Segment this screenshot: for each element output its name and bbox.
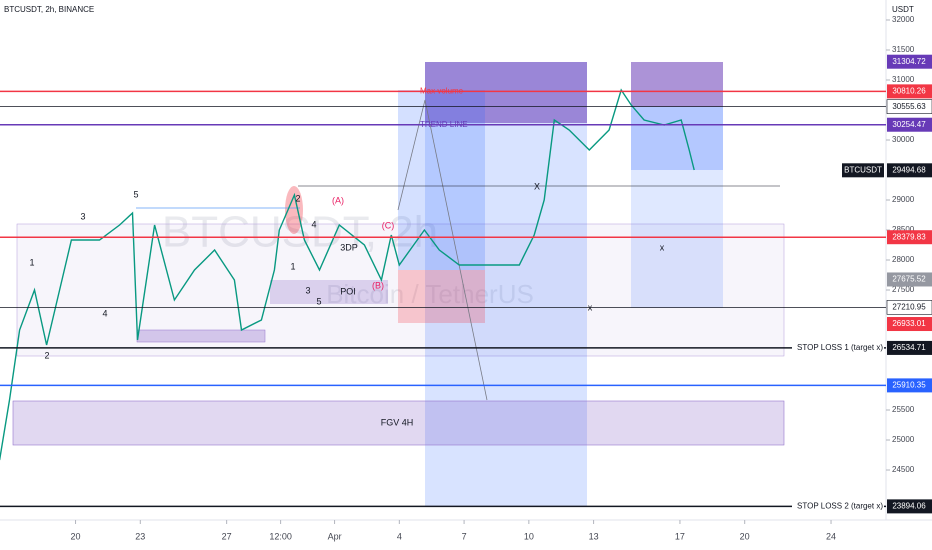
- level-label: TREND LINE: [420, 120, 468, 129]
- level-label: Max volume: [420, 86, 464, 95]
- x-tick-label: 23: [135, 531, 145, 541]
- price-tag: [886, 99, 932, 114]
- projection-arrow: [397, 99, 488, 401]
- x-tick-label: 17: [675, 531, 685, 541]
- annotation: 1: [290, 261, 295, 271]
- price-tag: [887, 340, 932, 355]
- y-tick-label: 25500: [892, 405, 915, 414]
- y-tick-label: 24500: [892, 465, 915, 474]
- y-tick-label: 30000: [892, 135, 915, 144]
- target-box: [631, 62, 723, 107]
- currency-label: USDT: [892, 5, 914, 14]
- symbol-tag-label: BTCUSDT: [844, 165, 882, 174]
- annotation: (A): [332, 195, 344, 205]
- stop-box: [398, 270, 485, 323]
- price-tag: [887, 117, 932, 132]
- annotation: (B): [372, 280, 384, 290]
- annotation: 4: [311, 219, 316, 229]
- price-tag-label: 23894.06: [892, 501, 926, 510]
- price-line: [0, 88, 695, 461]
- highlight: [285, 186, 303, 234]
- price-tag-label: 26534.71: [892, 343, 926, 352]
- annotation: FGV 4H: [381, 417, 414, 427]
- x-tick-label: 20: [740, 531, 750, 541]
- price-tag: [887, 84, 932, 99]
- annotation: 2: [44, 350, 49, 360]
- y-tick-label: 32000: [892, 15, 915, 24]
- annotation: 4: [102, 308, 107, 318]
- price-tag-label: 30254.47: [892, 120, 926, 129]
- annotation: 3DP: [340, 242, 358, 252]
- symbol-tag: [842, 163, 884, 178]
- price-tag: [887, 272, 932, 287]
- annotation: x: [588, 302, 593, 312]
- watermark-subtitle: Bitcoin / TetherUS: [326, 279, 534, 309]
- x-tick-label: 24: [826, 531, 836, 541]
- x-tick-label: 20: [71, 531, 81, 541]
- price-tag-label: 25910.35: [892, 380, 926, 389]
- price-tag-label: 30810.26: [892, 86, 926, 95]
- target-box: [425, 62, 587, 123]
- price-tag-label: 28379.83: [892, 232, 926, 241]
- y-tick-label: 25000: [892, 435, 915, 444]
- projection-box: [425, 62, 587, 506]
- level-label: STOP LOSS 1 (target x): [797, 343, 883, 352]
- x-tick-label: 10: [524, 531, 534, 541]
- projection-box: [631, 107, 723, 170]
- label-bg: [792, 341, 884, 354]
- price-tag: [887, 54, 932, 69]
- y-tick-label: 27500: [892, 285, 915, 294]
- fvg-box: [12, 400, 785, 446]
- annotation: 3: [80, 211, 85, 221]
- price-tag: [886, 300, 932, 315]
- price-tag-label: 31304.72: [892, 57, 926, 66]
- y-tick-label: 29000: [892, 195, 915, 204]
- annotation: x: [660, 242, 665, 252]
- price-tag: [887, 230, 932, 245]
- annotation: POI: [340, 286, 356, 296]
- annotation: 3: [305, 285, 310, 295]
- projection-box: [631, 170, 723, 308]
- price-tag-label: 27675.52: [892, 275, 926, 284]
- zone-box: [270, 280, 388, 304]
- level-label: STOP LOSS 2 (target x): [797, 501, 883, 510]
- x-tick-label: 27: [222, 531, 232, 541]
- annotation: 2: [295, 193, 300, 203]
- x-tick-label: 12:00: [269, 531, 292, 541]
- y-tick-label: 28000: [892, 255, 915, 264]
- price-tag: [887, 499, 932, 514]
- watermark-title: BTCUSDT, 2h: [162, 208, 438, 257]
- price-tag-label: 29494.68: [892, 165, 926, 174]
- x-tick-label: 13: [589, 531, 599, 541]
- x-tick-label: 7: [462, 531, 467, 541]
- x-tick-label: Apr: [328, 531, 342, 541]
- zone-box: [136, 329, 266, 343]
- label-bg: [792, 500, 884, 513]
- annotation: (C): [382, 220, 395, 230]
- price-tag: [887, 378, 932, 393]
- y-tick-label: 31500: [892, 45, 915, 54]
- annotation: 5: [133, 189, 138, 199]
- y-tick-label: 28500: [892, 225, 915, 234]
- y-tick-label: 31000: [892, 75, 915, 84]
- symbol-header: BTCUSDT, 2h, BINANCE: [4, 5, 94, 14]
- price-tag-label: 26933.01: [892, 319, 926, 328]
- annotation: X: [534, 181, 540, 191]
- annotation: 1: [29, 257, 34, 267]
- x-tick-label: 4: [397, 531, 402, 541]
- price-tag-label: 27210.95: [892, 302, 926, 311]
- annotation: 5: [316, 296, 321, 306]
- price-tag: [887, 163, 932, 178]
- price-tag: [887, 317, 932, 332]
- price-tag-label: 30555.63: [892, 102, 926, 111]
